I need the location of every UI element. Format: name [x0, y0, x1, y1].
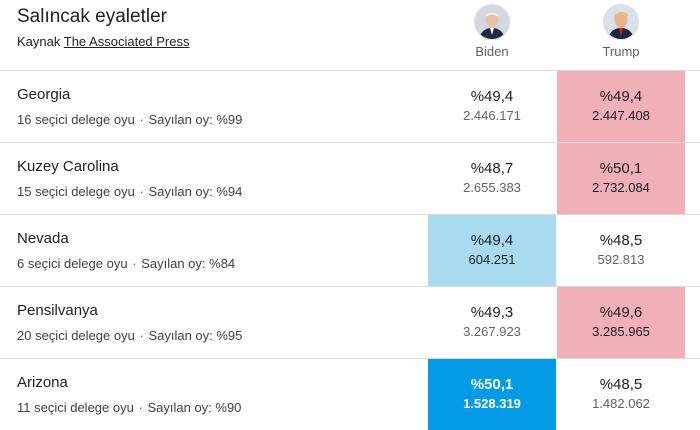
electoral-votes: 6 seçici delege oyu — [17, 256, 128, 271]
state-name: Pensilvanya — [17, 302, 98, 319]
source-link[interactable]: The Associated Press — [63, 34, 190, 49]
state-row[interactable]: Pensilvanya 20 seçici delege oyu. Sayılan … — [0, 287, 700, 359]
state-row[interactable]: Kuzey Carolina 15 seçici delege oyu. Sayıl… — [0, 143, 700, 215]
counted-percent: Sayılan oy: %95 — [148, 328, 243, 343]
trump-votes: 2.732.084 — [592, 180, 650, 195]
biden-percent: %49,3 — [470, 304, 514, 321]
source-prefix: Kaynak — [17, 34, 61, 49]
state-meta: 11 seçici delege oyu. Sayılan oy: %90 — [17, 397, 242, 415]
trump-result-cell: %49,4 2.447.408 — [557, 71, 685, 142]
biden-percent: %50,1 — [470, 376, 514, 393]
biden-votes: 604.251 — [468, 252, 516, 267]
trump-result-cell: %48,5 1.482.062 — [557, 359, 685, 430]
state-row[interactable]: Nevada 6 seçici delege oyu. Sayılan oy: %8… — [0, 215, 700, 287]
biden-result-cell: %49,3 3.267.923 — [428, 287, 556, 358]
electoral-votes: 15 seçici delege oyu — [17, 184, 135, 199]
counted-percent: Sayılan oy: %94 — [148, 184, 243, 199]
state-row[interactable]: Arizona 11 seçici delege oyu. Sayılan oy: … — [0, 359, 700, 430]
candidate-biden: Biden — [428, 4, 556, 59]
biden-result-cell: %50,1 1.528.319 — [428, 359, 556, 430]
state-meta: 20 seçici delege oyu. Sayılan oy: %95 — [17, 325, 243, 343]
electoral-votes: 11 seçici delege oyu — [17, 400, 134, 415]
biden-percent: %49,4 — [470, 88, 514, 105]
trump-votes: 1.482.062 — [592, 396, 650, 411]
trump-votes: 592.813 — [597, 252, 645, 267]
biden-votes: 2.655.383 — [463, 180, 521, 195]
state-name: Kuzey Carolina — [17, 158, 119, 175]
electoral-votes: 20 seçici delege oyu — [17, 328, 135, 343]
state-results-list: Georgia 16 seçici delege oyu. Sayılan oy: … — [0, 71, 700, 430]
biden-votes: 3.267.923 — [463, 324, 521, 339]
separator-dot: . — [139, 109, 144, 124]
source-line: Kaynak The Associated Press — [17, 34, 190, 49]
trump-percent: %48,5 — [599, 232, 643, 249]
biden-percent: %48,7 — [470, 160, 514, 177]
biden-result-cell: %48,7 2.655.383 — [428, 143, 556, 214]
trump-result-cell: %49,6 3.285.965 — [557, 287, 685, 358]
results-header: Salıncak eyaletler Kaynak The Associated… — [0, 0, 700, 71]
trump-percent: %48,5 — [599, 376, 643, 393]
separator-dot: . — [132, 253, 137, 268]
biden-avatar-icon — [474, 4, 510, 40]
state-name: Nevada — [17, 230, 69, 247]
counted-percent: Sayılan oy: %84 — [141, 256, 236, 271]
state-row[interactable]: Georgia 16 seçici delege oyu. Sayılan oy: … — [0, 71, 700, 143]
biden-result-cell: %49,4 604.251 — [428, 215, 556, 286]
biden-result-cell: %49,4 2.446.171 — [428, 71, 556, 142]
biden-votes: 1.528.319 — [463, 396, 521, 411]
counted-percent: Sayılan oy: %99 — [148, 112, 243, 127]
trump-votes: 3.285.965 — [592, 324, 650, 339]
trump-result-cell: %48,5 592.813 — [557, 215, 685, 286]
trump-votes: 2.447.408 — [592, 108, 650, 123]
biden-percent: %49,4 — [470, 232, 514, 249]
candidate-trump: Trump — [557, 4, 685, 59]
trump-result-cell: %50,1 2.732.084 — [557, 143, 685, 214]
state-name: Arizona — [17, 374, 68, 391]
trump-percent: %49,6 — [599, 304, 643, 321]
separator-dot: . — [139, 181, 144, 196]
separator-dot: . — [138, 397, 143, 412]
page-title: Salıncak eyaletler — [17, 6, 167, 27]
trump-percent: %50,1 — [599, 160, 643, 177]
electoral-votes: 16 seçici delege oyu — [17, 112, 135, 127]
trump-percent: %49,4 — [599, 88, 643, 105]
candidate-name-trump: Trump — [602, 44, 640, 59]
biden-votes: 2.446.171 — [463, 108, 521, 123]
counted-percent: Sayılan oy: %90 — [147, 400, 242, 415]
state-meta: 6 seçici delege oyu. Sayılan oy: %84 — [17, 253, 236, 271]
trump-avatar-icon — [603, 4, 639, 40]
separator-dot: . — [139, 325, 144, 340]
candidate-name-biden: Biden — [475, 44, 509, 59]
state-meta: 16 seçici delege oyu. Sayılan oy: %99 — [17, 109, 243, 127]
state-name: Georgia — [17, 86, 71, 103]
state-meta: 15 seçici delege oyu. Sayılan oy: %94 — [17, 181, 243, 199]
